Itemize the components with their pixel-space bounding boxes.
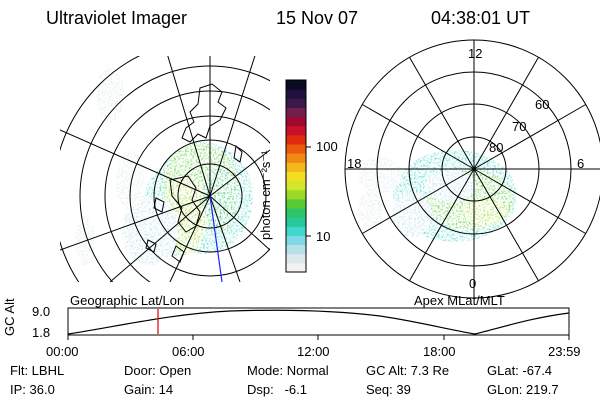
colorbar-segment	[286, 217, 306, 227]
glon-info: GLon: 219.7	[487, 382, 559, 397]
time-tick-1200: 12:00	[297, 344, 330, 359]
mlt-label-12: 12	[468, 46, 483, 61]
time-tick-1800: 18:00	[423, 344, 456, 359]
colorbar-segment	[286, 144, 306, 154]
colorbar-segment	[286, 262, 306, 273]
colorbar-segment	[286, 89, 306, 99]
time-tick-2359: 23:59	[548, 344, 581, 359]
mlat-label-70: 70	[512, 119, 527, 134]
mlat-label-80: 80	[489, 140, 504, 155]
door-info: Door: Open	[124, 363, 192, 378]
instrument-title: Ultraviolet Imager	[46, 8, 188, 28]
time-tick-0600: 06:00	[172, 344, 205, 359]
mlat-label-60: 60	[535, 97, 550, 112]
colorbar-segment	[286, 162, 306, 172]
geographic-caption: Geographic Lat/Lon	[70, 293, 185, 308]
colorbar-segment	[286, 235, 306, 246]
gc-alt-axis-label: GC Alt	[2, 298, 17, 336]
alt-tick-1-8: 1.8	[32, 325, 51, 340]
colorbar-segment	[286, 134, 306, 145]
colorbar-segment	[286, 80, 306, 90]
colorbar	[285, 79, 307, 273]
altitude-curve	[67, 309, 570, 335]
colorbar-tick-100: 100	[316, 139, 338, 154]
colorbar-segment	[286, 253, 306, 264]
colorbar-label: photon cm⁻²s⁻¹	[258, 150, 273, 240]
colorbar-segment	[286, 98, 306, 108]
dsp-info: Dsp: -6.1	[247, 382, 307, 397]
colorbar-segment	[286, 198, 306, 209]
colorbar-segment	[286, 116, 306, 127]
colorbar-segment	[286, 244, 306, 255]
colorbar-segment	[286, 189, 306, 200]
colorbar-segment	[286, 107, 306, 118]
colorbar-segment	[286, 208, 306, 218]
apex-caption: Apex MLat/MLT	[414, 293, 505, 308]
filter-info: Flt: LBHL	[10, 363, 65, 378]
colorbar-segment	[286, 180, 306, 191]
time-tick-0000: 00:00	[46, 344, 79, 359]
sunward-line	[209, 195, 223, 282]
seq-info: Seq: 39	[366, 382, 411, 397]
colorbar-segment	[286, 153, 306, 163]
colorbar-frame	[285, 79, 307, 273]
ip-info: IP: 36.0	[10, 382, 55, 397]
alt-tick-9: 9.0	[32, 304, 51, 319]
colorbar-segment	[286, 226, 306, 236]
date-label: 15 Nov 07	[276, 8, 359, 28]
mlt-label-18: 18	[347, 156, 362, 171]
mode-info: Mode: Normal	[247, 363, 329, 378]
altitude-plot	[67, 307, 570, 340]
gain-info: Gain: 14	[124, 382, 174, 397]
glat-info: GLat: -67.4	[487, 363, 553, 378]
apex-map	[344, 39, 600, 299]
time-label: 04:38:01 UT	[431, 8, 531, 28]
gc-alt-info: GC Alt: 7.3 Re	[366, 363, 450, 378]
colorbar-segment	[286, 171, 306, 182]
colorbar-segment	[286, 125, 306, 136]
mlt-label-0: 0	[469, 276, 477, 291]
mlt-label-6: 6	[577, 156, 585, 171]
geographic-map	[60, 56, 270, 282]
colorbar-tick-10: 10	[316, 229, 331, 244]
